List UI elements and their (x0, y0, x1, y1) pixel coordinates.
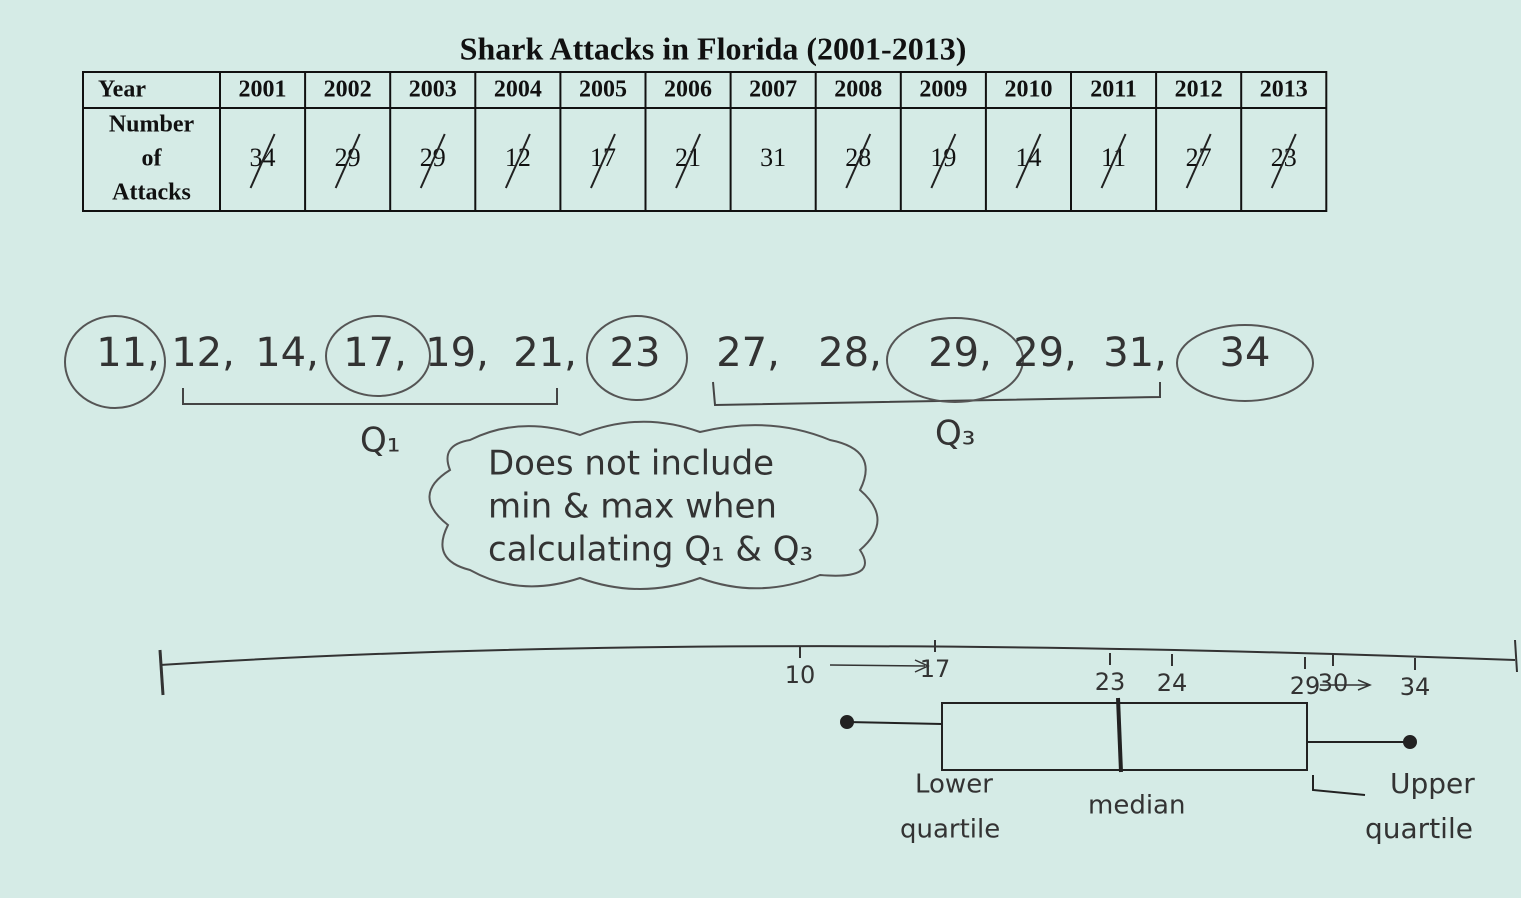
cross-out (930, 133, 957, 189)
number-line-label: 10 (785, 661, 816, 689)
header-cell: 2007 (749, 77, 797, 103)
sorted-value: 23 (610, 330, 661, 376)
line-end (158, 649, 165, 696)
attack-count: 11 (1101, 143, 1126, 172)
sorted-value: 21, (513, 330, 577, 376)
attack-count: 28 (845, 143, 871, 172)
header-cell: 2003 (409, 77, 457, 103)
q3-label: Q₃ (935, 414, 975, 454)
cross-out (249, 133, 276, 189)
sorted-value: 19, (425, 330, 489, 376)
cross-out (675, 133, 701, 189)
sorted-value: 17, (343, 330, 407, 376)
cross-out (845, 133, 872, 189)
attack-count: 29 (420, 143, 446, 172)
sorted-value: 11, (96, 330, 160, 376)
row-label: Number (109, 112, 195, 138)
header-cell: 2009 (919, 77, 967, 103)
sorted-value: 34 (1220, 330, 1271, 376)
header-cell: 2012 (1175, 77, 1223, 103)
note-cloud (428, 420, 879, 590)
table-frame (82, 71, 1328, 212)
box-plot (840, 697, 1417, 796)
header-cell: 2006 (664, 77, 712, 103)
number-line-label: 24 (1157, 669, 1188, 697)
sorted-value: 31, (1103, 330, 1167, 376)
line-end (1514, 639, 1518, 673)
cross-out (1185, 133, 1212, 189)
number-line-label: 30 (1318, 669, 1349, 697)
header-cell: 2010 (1004, 77, 1052, 103)
arrows (829, 659, 1372, 691)
q1-label: Q₁ (360, 421, 400, 461)
note-line: Does not include (488, 444, 774, 484)
cross-out (590, 133, 616, 189)
number-line-label: 17 (920, 655, 951, 683)
median-label: median (1088, 791, 1185, 821)
cross-out (419, 133, 446, 189)
attack-count: 34 (250, 143, 276, 172)
sorted-value: 27, (716, 330, 780, 376)
circles (64, 315, 1314, 409)
attack-count: 31 (760, 143, 786, 172)
header-cell: 2011 (1090, 77, 1137, 103)
upper-quartile-label: Upper (1390, 767, 1475, 800)
cross-out (334, 133, 361, 189)
attack-count: 12 (505, 143, 531, 172)
sorted-value: 12, (171, 330, 235, 376)
title: Shark Attacks in Florida (2001-2013) (460, 30, 967, 66)
sorted-value: 28, (818, 330, 882, 376)
attack-count: 14 (1015, 143, 1041, 172)
note-line: calculating Q₁ & Q₃ (488, 530, 813, 570)
cross-out (1270, 133, 1297, 189)
attack-count: 19 (930, 143, 956, 172)
sorted-value: 14, (255, 330, 319, 376)
upper-quartile-label: quartile (1365, 812, 1473, 845)
row-label: of (142, 146, 163, 172)
cross-out (504, 133, 531, 189)
number-line-label: 29 (1290, 672, 1321, 700)
attack-count: 23 (1271, 143, 1297, 172)
number-line-label: 23 (1095, 668, 1126, 696)
attack-count: 17 (590, 143, 616, 172)
cross-out (1015, 133, 1042, 189)
q1-bracket (182, 388, 558, 405)
header-cell: Year (98, 77, 146, 103)
header-cell: 2002 (324, 77, 372, 103)
header-cell: 2001 (239, 77, 287, 103)
row-label: Attacks (112, 180, 191, 206)
attack-count: 29 (335, 143, 361, 172)
attack-count: 27 (1186, 143, 1212, 172)
header-cell: 2013 (1260, 77, 1308, 103)
attack-count: 21 (675, 143, 701, 172)
lower-quartile-label: Lower (915, 770, 993, 800)
note-line: min & max when (488, 487, 777, 527)
cross-out (1100, 133, 1127, 189)
lower-quartile-label: quartile (900, 815, 1000, 845)
sorted-value: 29, (1013, 330, 1077, 376)
header-cell: 2005 (579, 77, 627, 103)
header-cell: 2004 (494, 77, 542, 103)
header-cell: 2008 (834, 77, 882, 103)
number-line-label: 34 (1400, 673, 1431, 701)
sorted-value: 29, (928, 330, 992, 376)
number-line (159, 645, 1516, 666)
